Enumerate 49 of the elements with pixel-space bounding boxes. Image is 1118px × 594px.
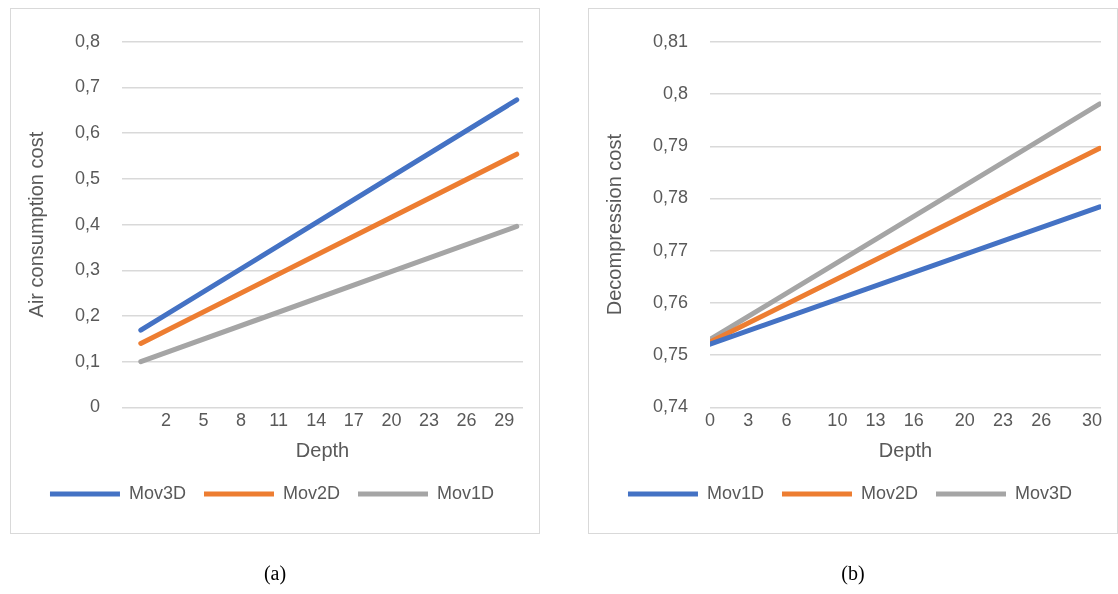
y-tick-label: 0 bbox=[90, 396, 101, 417]
x-tick-label: 0 bbox=[705, 410, 716, 431]
y-tick-label: 0,77 bbox=[652, 239, 689, 260]
y-tick-label: 0,75 bbox=[652, 344, 689, 365]
legend-label: Mov2D bbox=[860, 482, 919, 503]
legend-label: Mov1D bbox=[706, 482, 764, 503]
y-tick-label: 0,78 bbox=[652, 187, 689, 208]
x-tick-label: 14 bbox=[306, 410, 327, 431]
x-tick-label: 2 bbox=[160, 410, 171, 431]
y-tick-label: 0,6 bbox=[74, 122, 101, 143]
x-tick-label: 20 bbox=[954, 410, 975, 431]
y-tick-label: 0,3 bbox=[74, 259, 101, 280]
x-tick-label: 8 bbox=[236, 410, 247, 431]
legend-label: Mov3D bbox=[128, 482, 186, 503]
y-axis-title: Air consumption cost bbox=[24, 131, 47, 318]
y-axis-title: Decompression cost bbox=[602, 133, 625, 316]
x-tick-label: 3 bbox=[743, 410, 754, 431]
x-tick-label: 17 bbox=[343, 410, 364, 431]
x-tick-label: 6 bbox=[781, 410, 792, 431]
x-tick-label: 23 bbox=[419, 410, 440, 431]
text: (b) bbox=[840, 562, 866, 585]
x-axis-title: Depth bbox=[295, 438, 350, 461]
x-tick-label: 26 bbox=[456, 410, 477, 431]
x-tick-label: 5 bbox=[198, 410, 209, 431]
x-tick-label: 26 bbox=[1031, 410, 1052, 431]
x-tick-label: 23 bbox=[992, 410, 1013, 431]
y-tick-label: 0,8 bbox=[74, 30, 101, 51]
x-tick-label: 16 bbox=[903, 410, 924, 431]
x-tick-label: 29 bbox=[494, 410, 515, 431]
y-tick-label: 0,5 bbox=[74, 167, 101, 188]
y-tick-label: 0,79 bbox=[652, 135, 689, 156]
text: (a) bbox=[262, 562, 288, 585]
y-tick-label: 0,7 bbox=[74, 76, 101, 97]
x-tick-label: 13 bbox=[865, 410, 886, 431]
y-tick-label: 0,74 bbox=[652, 396, 689, 417]
x-tick-label: 30 bbox=[1082, 410, 1103, 431]
legend-label: Mov3D bbox=[1015, 482, 1073, 503]
x-tick-label: 20 bbox=[381, 410, 402, 431]
y-tick-label: 0,8 bbox=[663, 83, 689, 103]
x-axis-title: Depth bbox=[878, 438, 933, 461]
y-tick-label: 0,1 bbox=[74, 350, 101, 371]
y-tick-label: 0,81 bbox=[652, 30, 689, 51]
legend-label: Mov1D bbox=[437, 482, 495, 503]
y-tick-label: 0,4 bbox=[74, 213, 101, 234]
y-tick-label: 0,76 bbox=[652, 291, 689, 312]
legend-label: Mov2D bbox=[282, 482, 341, 503]
y-tick-label: 0,2 bbox=[74, 304, 101, 325]
x-tick-label: 10 bbox=[827, 410, 848, 431]
x-tick-label: 11 bbox=[269, 410, 288, 431]
